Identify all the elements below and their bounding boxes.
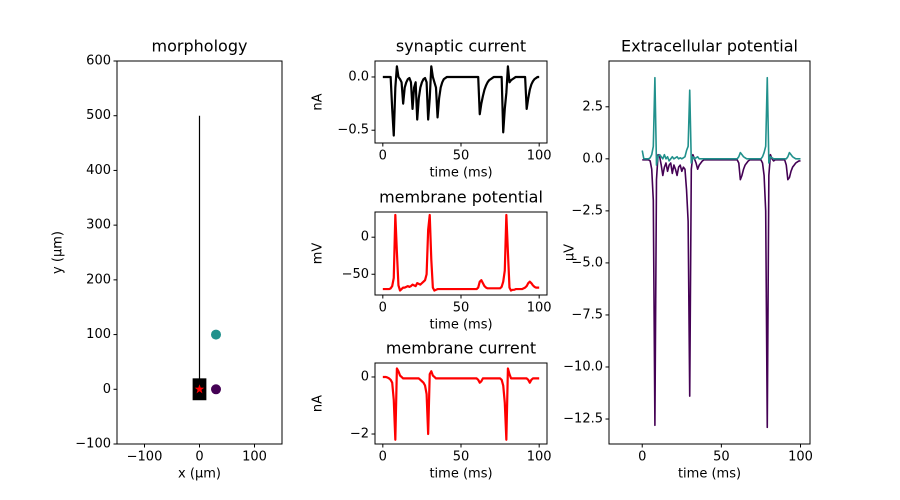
y-tick-label: 2.5 — [582, 99, 603, 114]
y-tick-label: −100 — [75, 437, 111, 452]
trace — [382, 65, 540, 137]
x-tick-label: 100 — [527, 450, 552, 465]
x-tick-label: 0 — [379, 301, 387, 316]
trace — [382, 213, 540, 292]
axes-frame — [608, 60, 811, 445]
x-tick-label: 100 — [788, 450, 813, 465]
stimulus-marker — [194, 384, 205, 394]
x-tick-label: 0 — [195, 450, 203, 465]
y-axis-label: y (μm) — [51, 231, 66, 274]
x-axis-label: time (ms) — [429, 467, 492, 482]
x-tick-label: 50 — [453, 149, 470, 164]
x-axis-label: time (ms) — [429, 166, 492, 181]
y-tick-label: −12.5 — [563, 412, 603, 427]
y-tick-label: 300 — [86, 218, 111, 233]
panel-title: membrane potential — [379, 188, 543, 207]
x-axis-label: time (ms) — [429, 318, 492, 333]
trace — [642, 153, 801, 429]
y-tick-label: 0.0 — [348, 69, 369, 84]
x-tick-label: 100 — [527, 301, 552, 316]
panel-title: membrane current — [386, 339, 536, 358]
y-tick-label: 600 — [86, 54, 111, 69]
axes-frame — [374, 211, 548, 296]
y-tick-label: 0.0 — [582, 151, 603, 166]
electrode-point — [211, 384, 221, 395]
y-axis-label: nA — [311, 93, 326, 110]
trace — [382, 367, 540, 441]
y-axis-label: μV — [563, 244, 578, 261]
y-tick-label: 200 — [86, 272, 111, 287]
electrode-point — [211, 329, 221, 340]
x-axis-label: x (μm) — [178, 467, 221, 482]
panel-title: synaptic current — [396, 37, 526, 56]
x-axis-label: time (ms) — [678, 467, 741, 482]
x-tick-label: −100 — [127, 450, 163, 465]
axes-frame — [374, 362, 548, 445]
x-tick-label: 50 — [453, 450, 470, 465]
y-tick-label: −7.5 — [571, 307, 603, 322]
y-tick-label: 400 — [86, 163, 111, 178]
x-tick-label: 0 — [379, 149, 387, 164]
x-tick-label: 50 — [713, 450, 730, 465]
axes-frame — [116, 60, 283, 445]
axes-frame — [374, 60, 548, 144]
y-tick-label: −5.0 — [571, 255, 603, 270]
y-tick-label: −2 — [350, 427, 369, 442]
x-tick-label: 100 — [527, 149, 552, 164]
y-tick-label: −0.5 — [337, 123, 369, 138]
x-tick-label: 0 — [379, 450, 387, 465]
y-tick-label: 0 — [361, 369, 369, 384]
panel-title: morphology — [152, 37, 248, 56]
x-tick-label: 0 — [638, 450, 646, 465]
trace — [641, 76, 801, 166]
y-tick-label: 100 — [86, 327, 111, 342]
y-tick-label: 0 — [361, 230, 369, 245]
y-tick-label: −10.0 — [563, 359, 603, 374]
y-tick-label: −50 — [342, 267, 369, 282]
y-axis-label: mV — [311, 243, 326, 265]
y-tick-label: 500 — [86, 108, 111, 123]
x-tick-label: 50 — [453, 301, 470, 316]
x-tick-label: 100 — [242, 450, 267, 465]
panel-title: Extracellular potential — [621, 37, 798, 56]
y-tick-label: 0 — [103, 382, 111, 397]
y-tick-label: −2.5 — [571, 203, 603, 218]
y-axis-label: nA — [311, 395, 326, 412]
